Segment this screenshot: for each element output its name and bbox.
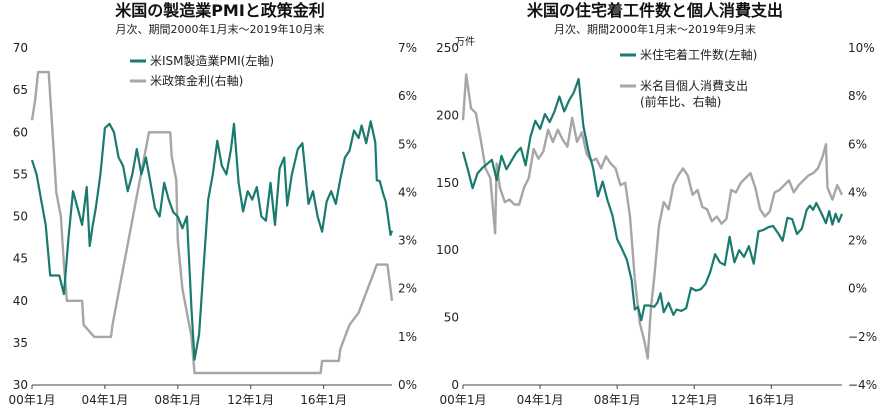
x-tick-label: 12年1月	[227, 393, 274, 407]
plot-area: 30 35 40 45 50 55 60 65 70 0% 1% 2% 3% 4% 5% 6% 7% 00年1月 0…	[9, 41, 418, 407]
x-tick-label: 16年1月	[300, 393, 347, 407]
y-left-tick-label: 150	[436, 176, 459, 190]
y-right-tick-label: 10%	[848, 41, 875, 55]
y-right-tick-label: 2%	[848, 234, 867, 248]
x-tick-label: 12年1月	[671, 393, 718, 407]
y-left-tick-label: 250	[436, 41, 459, 55]
y-left-tick-label: 60	[13, 125, 28, 139]
y-right-tick-label: 7%	[398, 41, 417, 55]
y-right-tick-label: 1%	[398, 330, 417, 344]
y-right-tick-label: 4%	[398, 185, 417, 199]
chart-housing-starts-consumption: 米国の住宅着工件数と個人消費支出 月次、期間2000年1月末～2019年9月末 …	[436, 1, 877, 407]
chart-pmi-policy-rate: 米国の製造業PMIと政策金利 月次、期間2000年1月末～2019年10月末 3…	[9, 1, 418, 407]
y-right-tick-label: 3%	[398, 234, 417, 248]
x-tick-label: 08年1月	[594, 393, 641, 407]
x-tick-label: 04年1月	[517, 393, 564, 407]
chart-subtitle: 月次、期間2000年1月末～2019年10月末	[116, 22, 325, 36]
legend-label-pmi: 米ISM製造業PMI(左軸)	[150, 53, 274, 68]
series-line-left-axis	[461, 77, 844, 322]
series-line-left-axis	[30, 120, 394, 361]
y-left-tick-label: 55	[13, 167, 28, 181]
legend-label-consumption: 米名目個人消費支出	[640, 78, 748, 93]
y-right-tick-label: −4%	[848, 378, 877, 392]
legend: 米住宅着工件数(左軸) 米名目個人消費支出 (前年比、右軸)	[620, 47, 757, 109]
y-right-tick-label: −2%	[848, 330, 877, 344]
y-right-tick-label: 4%	[848, 185, 867, 199]
y-right-tick-label: 0%	[848, 282, 867, 296]
legend-label-housing-starts: 米住宅着工件数(左軸)	[640, 47, 757, 62]
chart-title: 米国の製造業PMIと政策金利	[115, 1, 325, 20]
left-axis-unit: 万件	[455, 36, 475, 48]
y-left-tick-label: 100	[436, 243, 459, 257]
y-left-tick-label: 30	[13, 378, 28, 392]
x-tick-label: 16年1月	[748, 393, 795, 407]
y-left-tick-label: 70	[13, 41, 28, 55]
series-line-right-axis	[30, 70, 394, 375]
plot-area: 0 50 100 150 200 250 −4% −2% 0% 2% 4% 6% 8% 10% 00年1月 0…	[436, 41, 877, 407]
legend-label-consumption-note: (前年比、右軸)	[640, 94, 721, 109]
x-tick-label: 04年1月	[81, 393, 128, 407]
y-left-tick-label: 45	[13, 252, 28, 266]
chart-subtitle: 月次、期間2000年1月末～2019年9月末	[554, 22, 756, 36]
y-left-tick-label: 50	[444, 311, 459, 325]
y-left-tick-label: 0	[451, 378, 459, 392]
y-left-tick-label: 50	[13, 210, 28, 224]
y-left-tick-label: 65	[13, 83, 28, 97]
x-tick-label: 00年1月	[9, 393, 56, 407]
y-right-tick-label: 2%	[398, 282, 417, 296]
y-left-tick-label: 40	[13, 294, 28, 308]
y-right-tick-label: 0%	[398, 378, 417, 392]
series-line-right-axis	[461, 73, 844, 360]
y-left-tick-label: 35	[13, 336, 28, 350]
y-right-tick-label: 6%	[848, 137, 867, 151]
chart-title: 米国の住宅着工件数と個人消費支出	[527, 1, 783, 20]
x-tick-label: 00年1月	[440, 393, 487, 407]
legend-label-policy-rate: 米政策金利(右軸)	[150, 73, 243, 88]
y-right-tick-label: 5%	[398, 137, 417, 151]
y-right-tick-label: 6%	[398, 89, 417, 103]
x-tick-label: 08年1月	[154, 393, 201, 407]
y-right-tick-label: 8%	[848, 89, 867, 103]
legend: 米ISM製造業PMI(左軸) 米政策金利(右軸)	[130, 53, 274, 88]
y-left-tick-label: 200	[436, 108, 459, 122]
